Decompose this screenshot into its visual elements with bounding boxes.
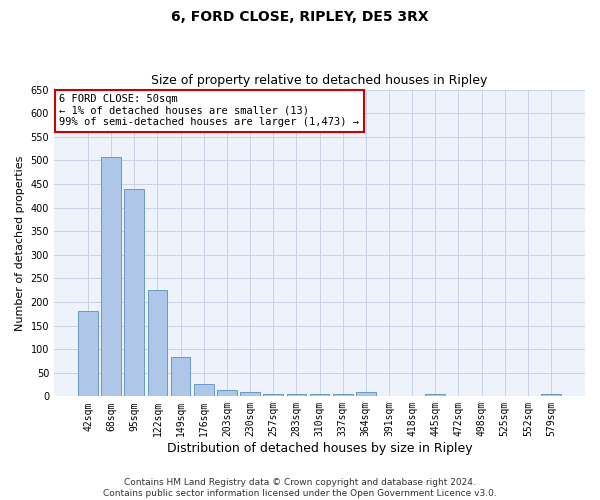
Text: 6 FORD CLOSE: 50sqm
← 1% of detached houses are smaller (13)
99% of semi-detache: 6 FORD CLOSE: 50sqm ← 1% of detached hou… [59,94,359,128]
Bar [356,392,376,396]
Bar [287,394,306,396]
Bar [333,394,353,396]
Bar [101,156,121,396]
Bar [171,356,190,397]
Bar [263,394,283,396]
Bar [240,392,260,396]
Text: 6, FORD CLOSE, RIPLEY, DE5 3RX: 6, FORD CLOSE, RIPLEY, DE5 3RX [171,10,429,24]
Bar [124,188,144,396]
Bar [78,312,98,396]
Bar [425,394,445,396]
Text: Contains HM Land Registry data © Crown copyright and database right 2024.
Contai: Contains HM Land Registry data © Crown c… [103,478,497,498]
Bar [217,390,237,396]
Bar [148,290,167,397]
Y-axis label: Number of detached properties: Number of detached properties [15,156,25,330]
Title: Size of property relative to detached houses in Ripley: Size of property relative to detached ho… [151,74,488,87]
Bar [541,394,561,396]
Bar [310,394,329,396]
Bar [194,384,214,396]
X-axis label: Distribution of detached houses by size in Ripley: Distribution of detached houses by size … [167,442,472,455]
